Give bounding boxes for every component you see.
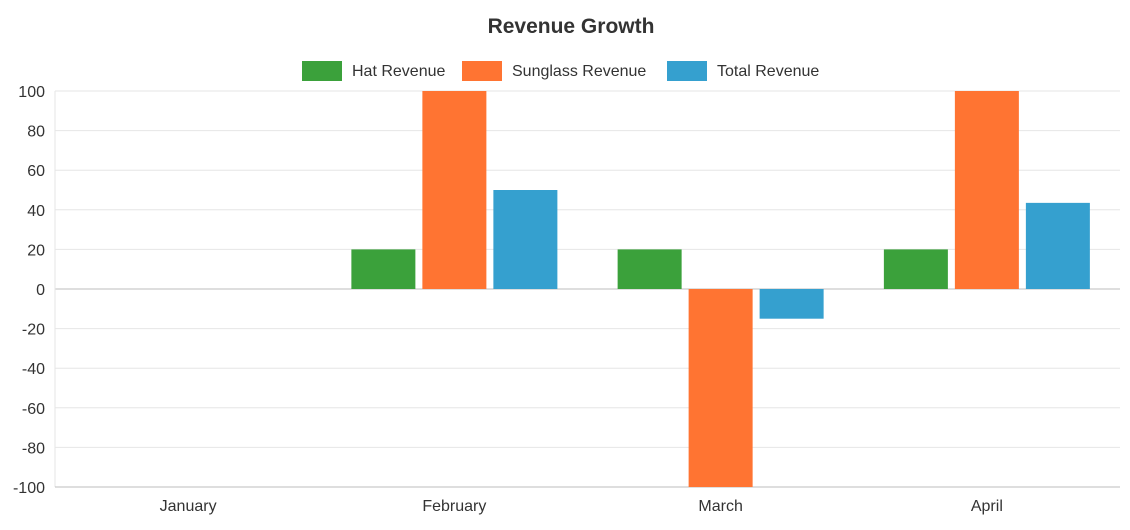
x-tick-label-january: January — [160, 498, 217, 515]
y-tick-label: 100 — [18, 84, 45, 101]
legend: Hat Revenue Sunglass Revenue Total Reven… — [302, 61, 819, 81]
x-tick-label-february: February — [422, 498, 486, 515]
legend-item-hat-revenue[interactable]: Hat Revenue — [302, 61, 445, 81]
y-tick-label: 20 — [27, 242, 45, 259]
bar-total-revenue-april[interactable] — [1025, 202, 1090, 289]
x-axis-ticks: January February March April — [160, 498, 1003, 515]
x-tick-label-april: April — [971, 498, 1003, 515]
x-tick-label-march: March — [698, 498, 742, 515]
chart-title: Revenue Growth — [488, 15, 655, 38]
y-tick-label: 60 — [27, 163, 45, 180]
y-tick-label: -60 — [22, 401, 45, 418]
y-tick-label: -100 — [13, 480, 45, 497]
legend-item-sunglass-revenue[interactable]: Sunglass Revenue — [462, 61, 646, 81]
legend-swatch-total-revenue — [667, 61, 707, 81]
y-tick-label: -20 — [22, 322, 45, 339]
y-axis-ticks: 100 80 60 40 20 0 -20 -40 -60 -80 -100 — [13, 84, 45, 497]
bar-sunglass-revenue-april[interactable] — [954, 91, 1019, 289]
gridlines — [54, 90, 1120, 488]
bar-sunglass-revenue-march[interactable] — [688, 289, 753, 487]
bar-hat-revenue-april[interactable] — [883, 249, 948, 289]
bars — [351, 91, 1090, 487]
legend-label-hat-revenue: Hat Revenue — [352, 63, 445, 80]
legend-label-total-revenue: Total Revenue — [717, 63, 819, 80]
bar-hat-revenue-march[interactable] — [617, 249, 682, 289]
legend-swatch-hat-revenue — [302, 61, 342, 81]
y-tick-label: -80 — [22, 440, 45, 457]
y-tick-label: 40 — [27, 203, 45, 220]
y-tick-label: 0 — [36, 282, 45, 299]
y-tick-label: -40 — [22, 361, 45, 378]
bar-sunglass-revenue-february[interactable] — [422, 91, 487, 289]
bar-hat-revenue-february[interactable] — [351, 249, 416, 289]
legend-label-sunglass-revenue: Sunglass Revenue — [512, 63, 646, 80]
bar-total-revenue-march[interactable] — [759, 289, 824, 319]
legend-item-total-revenue[interactable]: Total Revenue — [667, 61, 819, 81]
legend-swatch-sunglass-revenue — [462, 61, 502, 81]
y-tick-label: 80 — [27, 124, 45, 141]
bar-total-revenue-february[interactable] — [493, 190, 558, 289]
